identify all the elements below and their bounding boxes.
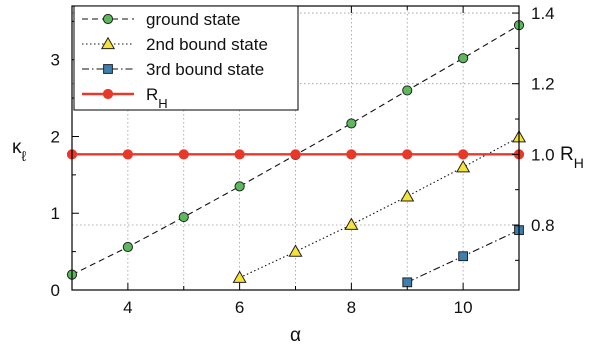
legend-label-subscript: H xyxy=(158,96,167,111)
data-point xyxy=(402,149,413,160)
data-point xyxy=(234,149,245,160)
axis-ticks: 4 6 8 10 0 1 2 3 0.8 1.0 1.2 1.4 xyxy=(51,4,555,317)
legend-label-text: 3rd bound state xyxy=(146,60,264,79)
left-y-axis-subscript: ℓ xyxy=(22,148,27,164)
data-point xyxy=(122,149,133,160)
x-tick-label: 4 xyxy=(123,298,132,317)
x-tick-label: 8 xyxy=(347,298,356,317)
legend-entry: ground state xyxy=(82,10,241,29)
data-point xyxy=(346,149,357,160)
legend-marker xyxy=(103,64,113,74)
legend-label-text: R xyxy=(146,85,158,104)
legend-entry: RH xyxy=(82,85,168,111)
legend-label-text: 2nd bound state xyxy=(146,35,268,54)
left-y-tick-label: 1 xyxy=(51,204,60,223)
legend-marker xyxy=(102,13,114,25)
plot-series xyxy=(66,20,527,288)
data-point xyxy=(178,211,189,223)
right-y-tick-label: 1.2 xyxy=(531,75,555,94)
right-y-axis-subscript: H xyxy=(574,155,584,171)
series-line xyxy=(239,136,520,279)
right-y-tick-label: 1.0 xyxy=(531,145,555,164)
series-2 xyxy=(232,130,527,283)
data-point xyxy=(178,149,189,160)
right-y-axis-symbol: R xyxy=(560,144,574,165)
left-y-tick-label: 2 xyxy=(51,127,60,146)
data-point xyxy=(458,149,469,160)
data-point xyxy=(232,270,247,283)
right-y-tick-label: 1.4 xyxy=(531,4,555,23)
x-axis-title: α xyxy=(290,325,301,346)
x-tick-label: 10 xyxy=(454,298,473,317)
series-4 xyxy=(66,149,525,160)
data-point xyxy=(458,53,469,64)
left-y-tick-label: 0 xyxy=(51,281,60,300)
right-y-axis-title: RH xyxy=(560,144,584,171)
legend-label: 2nd bound state xyxy=(146,35,268,54)
legend-label: 3rd bound state xyxy=(146,60,264,79)
legend-entry: 2nd bound state xyxy=(82,35,268,54)
legend: ground state 2nd bound state 3rd bound sta… xyxy=(73,5,299,111)
legend-marker xyxy=(100,36,116,50)
data-point xyxy=(456,159,471,173)
data-point xyxy=(122,241,133,253)
legend-entry: 3rd bound state xyxy=(82,60,264,79)
left-y-axis-title: κℓ xyxy=(12,137,27,164)
data-point xyxy=(288,244,303,257)
data-point xyxy=(344,217,359,230)
left-y-axis-symbol: κ xyxy=(12,137,22,158)
legend-marker xyxy=(102,88,114,100)
data-point xyxy=(402,277,413,288)
data-point xyxy=(400,189,415,202)
legend-label: ground state xyxy=(146,10,241,29)
right-y-tick-label: 0.8 xyxy=(531,216,555,235)
data-point xyxy=(346,118,357,129)
legend-label: RH xyxy=(146,85,168,111)
data-point xyxy=(402,85,413,96)
x-tick-label: 6 xyxy=(235,298,244,317)
left-y-tick-label: 3 xyxy=(51,51,60,70)
data-point xyxy=(290,149,301,160)
legend-label-text: ground state xyxy=(146,10,241,29)
data-point xyxy=(234,181,245,192)
data-point xyxy=(458,251,469,262)
